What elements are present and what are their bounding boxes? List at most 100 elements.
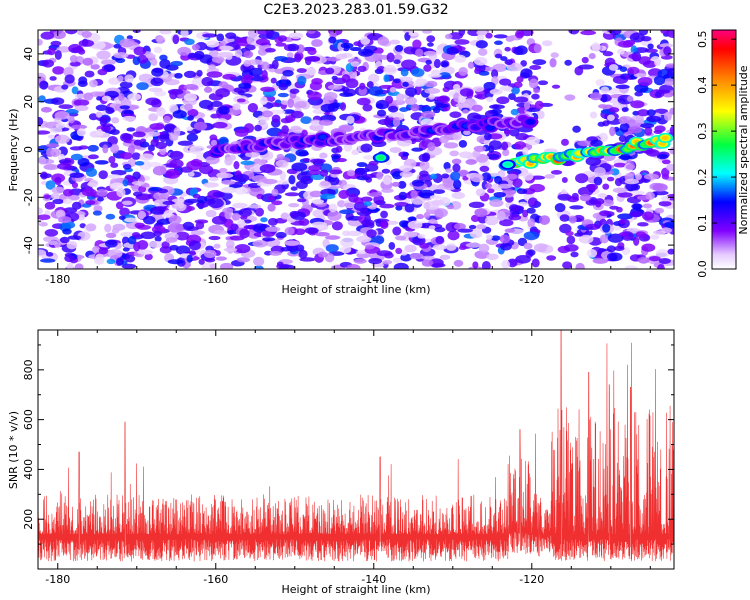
heatmap-cell [211,56,225,63]
heatmap-cell [236,98,246,103]
heatmap-cell [174,72,183,79]
heatmap-cell [87,144,99,152]
heatmap-cell [569,205,584,210]
heatmap-cell [62,228,72,235]
heatmap-cell [641,243,656,252]
heatmap-cell [145,97,161,106]
heatmap-cell [387,91,400,97]
heatmap-cell [152,165,167,176]
heatmap-cell [577,140,593,147]
heatmap-cell [280,247,292,252]
heatmap-cell [410,190,418,199]
heatmap-cell [510,108,519,116]
heatmap-cell [300,116,312,124]
heatmap-cell [472,150,481,158]
heatmap-cell [531,258,540,268]
heatmap-cell [446,46,459,55]
heatmap-cell [606,252,623,262]
heatmap-cell [172,34,180,45]
heatmap-x-ticks: -180 -160 -140 -120 [45,30,651,286]
heatmap-cell [320,103,336,113]
heatmap-cell [119,152,133,160]
heatmap-cell [375,103,384,109]
heatmap-cell [138,185,147,193]
heatmap-cell [465,159,477,165]
heatmap-cell [45,252,54,257]
heatmap-cell [252,223,268,233]
heatmap-cell [298,218,310,226]
heatmap-cell [419,160,430,171]
heatmap-cell [71,182,79,189]
heatmap-y-axis-label: Frequency (Hz) [7,109,20,192]
heatmap-cell [504,228,515,233]
heatmap-cell [661,159,671,165]
heatmap-cell [43,164,57,170]
heatmap-cell [77,157,90,167]
heatmap-cell [67,194,80,201]
heatmap-cell [481,261,491,269]
heatmap-cell [82,57,94,66]
heatmap-cell [462,98,477,109]
heatmap-cell [606,245,616,253]
heatmap-cell [652,230,667,235]
line-x-ticks: -180 -160 -140 -120 [45,330,651,586]
heatmap-cell [138,73,154,83]
heatmap-cell [536,110,545,120]
heatmap-cell [223,247,238,252]
heatmap-cell [565,231,574,236]
heatmap-cell [594,166,606,177]
heatmap-cell [437,95,450,104]
heatmap-cell [523,101,531,110]
heatmap-cell [186,126,194,132]
heatmap-cell [484,183,493,189]
heatmap-cell [250,75,265,82]
heatmap-cell [356,250,367,255]
heatmap-cell [137,210,147,220]
heatmap-cell [113,43,122,49]
heatmap-cell [298,151,309,157]
heatmap-cell [637,76,653,87]
heatmap-cell [488,172,503,177]
heatmap-cell [589,111,598,119]
heatmap-cell [239,228,250,239]
heatmap-cell [225,32,237,39]
heatmap-cell [44,228,59,237]
heatmap-cell [232,202,248,209]
heatmap-cell [442,179,453,188]
heatmap-cell [465,242,482,248]
heatmap-cell [438,72,451,79]
heatmap-cell [501,260,510,269]
heatmap-cell [435,235,445,245]
heatmap-cell [47,47,56,56]
heatmap-cell [392,116,401,127]
heatmap-cell [394,44,404,52]
heatmap-cell [487,188,495,194]
heatmap-cell [85,167,98,178]
heatmap-cell [492,104,500,109]
heatmap-cell [122,163,132,170]
heatmap-peak [283,143,288,147]
heatmap-cell [447,230,460,241]
heatmap-cell [602,51,614,57]
x-tick-label: -120 [519,273,544,286]
heatmap-cell [38,158,55,165]
heatmap-cell [363,155,377,160]
heatmap-cell [425,59,432,65]
heatmap-cell [473,145,487,152]
heatmap-cell [62,198,73,205]
heatmap-cell [84,70,95,78]
heatmap-cell [319,152,328,159]
heatmap-cell [627,66,640,75]
heatmap-cell [364,214,371,224]
heatmap-cell [83,92,94,101]
heatmap-cell [159,30,172,35]
heatmap-cell [366,81,374,89]
heatmap-cell [183,93,198,102]
heatmap-cell [397,76,413,83]
heatmap-cell [212,191,225,198]
heatmap-cell [451,158,462,165]
heatmap-cell [145,53,156,59]
heatmap-cell [78,76,88,85]
x-tick-label: -140 [361,573,386,586]
heatmap-cell [357,65,367,73]
